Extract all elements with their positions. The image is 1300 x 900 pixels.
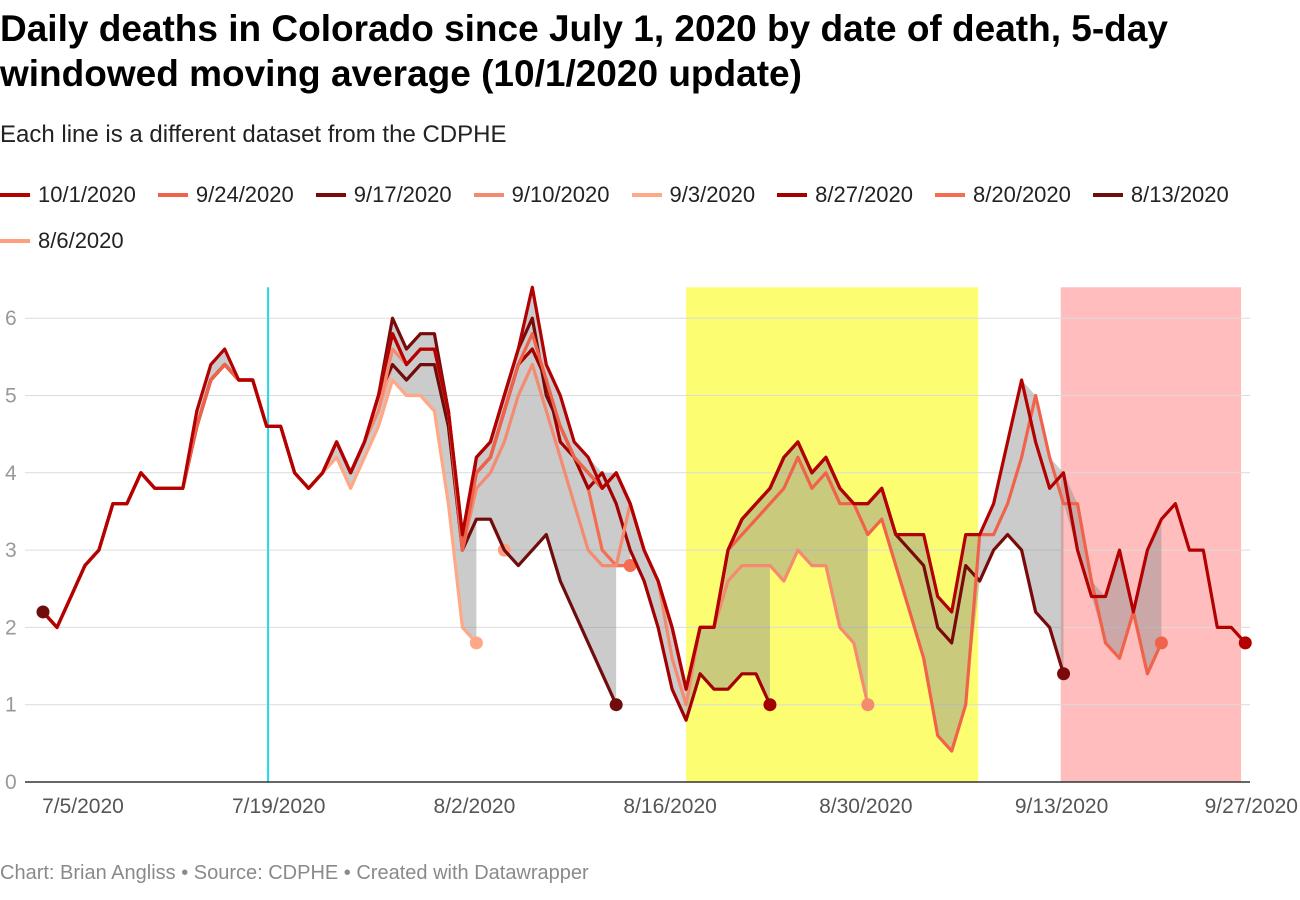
chart-footer: Chart: Brian Angliss • Source: CDPHE • C… xyxy=(0,862,589,884)
y-tick-label: 5 xyxy=(5,385,17,408)
legend-swatch xyxy=(631,193,662,197)
series-end-point-9-3-2020 xyxy=(469,636,483,650)
legend-swatch xyxy=(315,193,346,197)
legend-label: 9/10/2020 xyxy=(511,182,610,207)
series-end-point-9-10-2020 xyxy=(861,698,875,712)
y-tick-label: 4 xyxy=(5,462,17,485)
series-end-point-9-24-2020 xyxy=(1154,636,1168,650)
legend-swatch xyxy=(0,193,30,197)
legend-label: 10/1/2020 xyxy=(38,182,136,207)
legend-label: 8/6/2020 xyxy=(38,228,124,253)
y-tick-label: 0 xyxy=(5,771,17,794)
legend-item-10-1-2020: 10/1/2020 xyxy=(0,178,136,212)
series-line-10-1-2020 xyxy=(41,285,1247,691)
y-tick-label: 3 xyxy=(5,539,17,562)
series-end-point-9-17-2020 xyxy=(1057,667,1071,681)
line-chart: 0 1 2 3 4 5 6 7/5/2020 7/19/2020 8/2/2020 8/16/202… xyxy=(5,285,1298,818)
legend-swatch xyxy=(157,193,188,197)
legend-swatch xyxy=(777,193,808,197)
dataset-range-band xyxy=(182,287,1162,752)
legend-label: 8/13/2020 xyxy=(1130,182,1229,207)
series-end-point-8-27-2020 xyxy=(763,698,777,712)
legend-label: 9/24/2020 xyxy=(195,182,294,207)
chart-title: Daily deaths in Colorado since July 1, 2… xyxy=(0,8,1168,94)
series-10-1-2020 xyxy=(41,285,1252,691)
legend-item-9-10-2020: 9/10/2020 xyxy=(473,178,610,212)
x-tick-label: 9/27/2020 xyxy=(1205,795,1298,818)
x-tick-label: 7/19/2020 xyxy=(232,795,325,818)
shaded-region-1 xyxy=(1060,287,1242,782)
legend-swatch xyxy=(0,239,30,243)
legend-label: 9/17/2020 xyxy=(353,182,452,207)
legend-item-8-27-2020: 8/27/2020 xyxy=(777,178,913,212)
legend-item-9-24-2020: 9/24/2020 xyxy=(157,178,294,212)
chart-legend: 10/1/2020 9/24/2020 9/17/2020 9/10/2020 9/3/… xyxy=(0,178,1290,258)
legend-item-9-3-2020: 9/3/2020 xyxy=(631,178,756,212)
x-tick-label: 9/13/2020 xyxy=(1015,795,1108,818)
legend-label: 8/27/2020 xyxy=(815,182,914,207)
y-tick-label: 1 xyxy=(5,694,17,717)
legend-item-8-6-2020: 8/6/2020 xyxy=(0,224,124,258)
legend-label: 9/3/2020 xyxy=(669,182,756,207)
series-end-point-10-1-2020 xyxy=(1238,636,1252,650)
series-end-point-8-20-2020 xyxy=(623,559,637,573)
x-tick-label: 7/5/2020 xyxy=(42,795,124,818)
legend-item-8-20-2020: 8/20/2020 xyxy=(935,178,1071,212)
x-tick-label: 8/16/2020 xyxy=(623,795,716,818)
series-start-point xyxy=(36,605,50,619)
legend-swatch xyxy=(1092,193,1123,197)
y-tick-label: 2 xyxy=(5,616,17,639)
chart-subtitle: Each line is a different dataset from th… xyxy=(0,121,507,148)
legend-item-8-13-2020: 8/13/2020 xyxy=(1092,178,1229,212)
legend-swatch xyxy=(935,193,966,197)
x-tick-label: 8/30/2020 xyxy=(819,795,912,818)
series-end-point-8-13-2020 xyxy=(609,698,623,712)
series-9-3-2020 xyxy=(41,363,483,650)
y-tick-label: 6 xyxy=(5,307,17,330)
x-tick-label: 8/2/2020 xyxy=(434,795,516,818)
legend-item-9-17-2020: 9/17/2020 xyxy=(315,178,452,212)
legend-swatch xyxy=(473,193,504,197)
legend-label: 8/20/2020 xyxy=(973,182,1071,207)
